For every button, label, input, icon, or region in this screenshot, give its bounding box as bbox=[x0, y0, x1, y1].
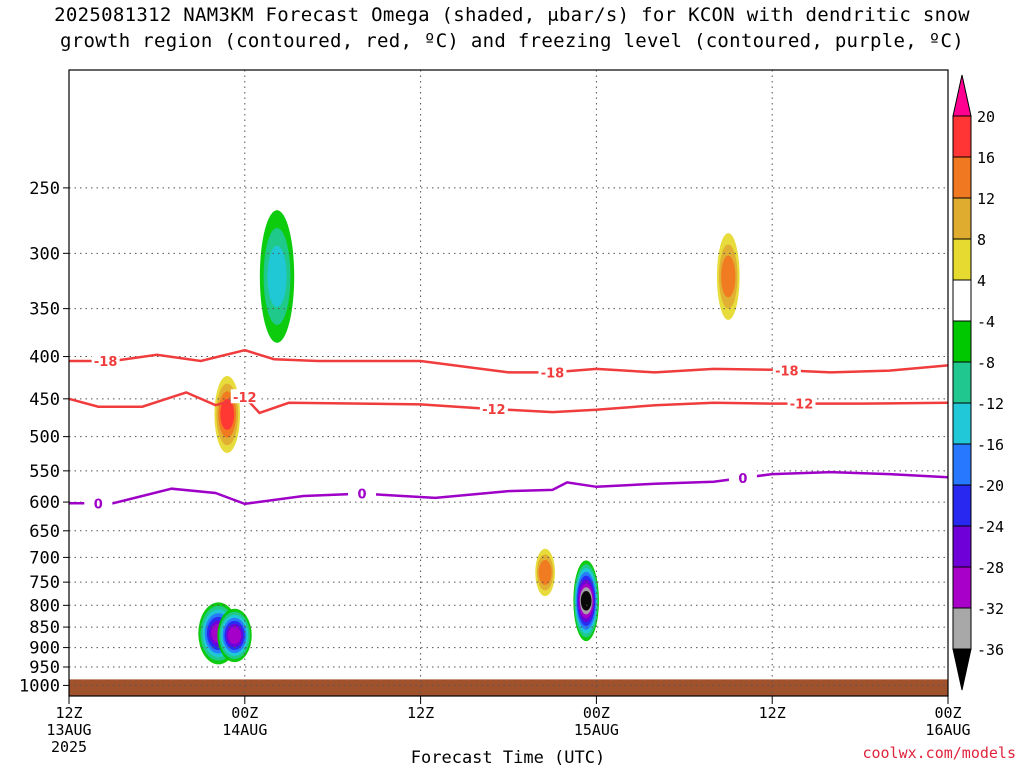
x-tick-label-12-1: 14AUG bbox=[222, 721, 267, 739]
y-tick-label-950: 950 bbox=[29, 658, 60, 678]
colorbar-legend: 20 16 12 8 4 -4 -8 -12 -16 -20 -24 -28 -32 -36 bbox=[952, 74, 1004, 691]
colorbar-label-4: 4 bbox=[977, 272, 986, 290]
colorbar-label-9: -20 bbox=[977, 477, 1004, 495]
colorbar-label-13: -36 bbox=[977, 641, 1004, 659]
contour-minus18-label-bg-2 bbox=[772, 362, 801, 377]
contour-minus12-line bbox=[69, 391, 948, 415]
contour-minus12-label-2: -12 bbox=[790, 398, 814, 413]
y-tick-label-650: 650 bbox=[29, 522, 60, 542]
y-tick-label-400: 400 bbox=[29, 348, 60, 368]
colorbar-swatch-bottom-arrow bbox=[952, 648, 972, 691]
colorbar-label-2: 12 bbox=[977, 190, 995, 208]
y-tick-label-250: 250 bbox=[29, 179, 60, 199]
omega-shading bbox=[69, 210, 948, 696]
colorbar-swatch-1 bbox=[952, 115, 972, 158]
contour-minus12-label-0: -12 bbox=[233, 391, 257, 406]
colorbar-label-3: 8 bbox=[977, 231, 986, 249]
colorbar-swatch-3 bbox=[952, 197, 972, 240]
y-tick-label-800: 800 bbox=[29, 596, 60, 616]
contour-minus18-label-0: -18 bbox=[94, 355, 118, 370]
x-tick-label-0-2: 2025 bbox=[51, 738, 87, 756]
ground-surface bbox=[69, 679, 948, 696]
omega-feature-2-level-3 bbox=[220, 398, 235, 430]
colorbar-label-11: -28 bbox=[977, 559, 1004, 577]
y-tick-label-700: 700 bbox=[29, 548, 60, 568]
contour-minus12-label-bg-1 bbox=[479, 401, 508, 416]
chart-title-line-2: growth region (contoured, red, ºC) and f… bbox=[60, 30, 964, 52]
colorbar-swatch-5 bbox=[952, 279, 972, 322]
y-tick-label-500: 500 bbox=[29, 428, 60, 448]
contour-freezing-level-label-1: 0 bbox=[357, 488, 366, 503]
y-tick-label-600: 600 bbox=[29, 493, 60, 513]
x-tick-label-36-1: 15AUG bbox=[574, 721, 619, 739]
omega-feature-3-level-2 bbox=[267, 245, 287, 308]
chart-title-line-1: 2025081312 NAM3KM Forecast Omega (shaded… bbox=[54, 4, 970, 26]
colorbar-label-8: -16 bbox=[977, 436, 1004, 454]
y-tick-label-350: 350 bbox=[29, 300, 60, 320]
colorbar-swatch-10 bbox=[952, 484, 972, 527]
colorbar-label-1: 16 bbox=[977, 149, 995, 167]
colorbar-swatch-12 bbox=[952, 566, 972, 609]
contour-freezing-level-label-0: 0 bbox=[94, 497, 103, 512]
colorbar-swatch-top-arrow bbox=[952, 74, 972, 117]
contour-minus18-label-bg-1 bbox=[538, 364, 567, 379]
contour-minus18-line bbox=[69, 348, 948, 374]
y-tick-label-550: 550 bbox=[29, 462, 60, 482]
contour-minus18-label-bg-0 bbox=[91, 353, 120, 368]
contour-freezing-level-line bbox=[69, 470, 948, 506]
x-tick-label-60-1: 16AUG bbox=[925, 721, 970, 739]
colorbar-swatch-6 bbox=[952, 320, 972, 363]
colorbar-swatch-4 bbox=[952, 238, 972, 281]
contour-freezing-level-label-bg-2 bbox=[728, 469, 757, 484]
colorbar-swatch-7 bbox=[952, 361, 972, 404]
colorbar-swatch-8 bbox=[952, 402, 972, 445]
colorbar-label-0: 20 bbox=[977, 108, 995, 126]
plot-frame bbox=[68, 69, 949, 697]
omega-feature-4-level-8 bbox=[580, 591, 592, 611]
x-axis-label: Forecast Time (UTC) bbox=[411, 748, 605, 768]
contour-minus18-label-1: -18 bbox=[541, 366, 565, 381]
contour-freezing-level-label-bg-1 bbox=[348, 485, 376, 500]
colorbar-label-5: -4 bbox=[977, 313, 995, 331]
y-axis: 2503003504004505005506006507007508008509… bbox=[19, 179, 69, 696]
x-tick-label-48-0: 12Z bbox=[759, 704, 786, 722]
x-tick-label-12-0: 00Z bbox=[231, 704, 258, 722]
y-tick-label-450: 450 bbox=[29, 390, 60, 410]
y-tick-label-300: 300 bbox=[29, 244, 60, 264]
colorbar-swatch-9 bbox=[952, 443, 972, 486]
x-tick-label-60-0: 00Z bbox=[934, 704, 961, 722]
y-tick-label-750: 750 bbox=[29, 573, 60, 593]
contour-minus12-label-1: -12 bbox=[482, 403, 506, 418]
colorbar-label-7: -12 bbox=[977, 395, 1004, 413]
grid-lines bbox=[68, 70, 949, 696]
contour-minus12-label-bg-0 bbox=[230, 389, 259, 404]
contour-freezing-level-label-2: 0 bbox=[738, 472, 747, 487]
contour-minus18-label-2: -18 bbox=[775, 364, 799, 379]
contour-minus12-label-bg-2 bbox=[787, 395, 816, 410]
colorbar-swatch-13 bbox=[952, 607, 972, 650]
contour-freezing-level-label-bg-0 bbox=[84, 495, 113, 510]
temperature-contours: -18 -18 -18 -12 -12 -12 0 0 0 bbox=[69, 348, 948, 512]
omega-feature-6-level-2 bbox=[721, 255, 736, 298]
x-tick-label-24-0: 12Z bbox=[407, 704, 434, 722]
omega-feature-5-level-2 bbox=[538, 560, 552, 585]
colorbar-label-6: -8 bbox=[977, 354, 995, 372]
omega-feature-1-level-6 bbox=[227, 626, 242, 644]
x-tick-label-0-1: 13AUG bbox=[46, 721, 91, 739]
y-tick-label-900: 900 bbox=[29, 639, 60, 659]
x-tick-label-0-0: 12Z bbox=[55, 704, 82, 722]
colorbar-label-12: -32 bbox=[977, 600, 1004, 618]
y-tick-label-1000: 1000 bbox=[19, 676, 60, 696]
colorbar-label-10: -24 bbox=[977, 518, 1004, 536]
colorbar-swatch-11 bbox=[952, 525, 972, 568]
colorbar-swatch-2 bbox=[952, 156, 972, 199]
site-credit: coolwx.com/models bbox=[862, 744, 1016, 762]
x-tick-label-36-0: 00Z bbox=[583, 704, 610, 722]
y-tick-label-850: 850 bbox=[29, 618, 60, 638]
